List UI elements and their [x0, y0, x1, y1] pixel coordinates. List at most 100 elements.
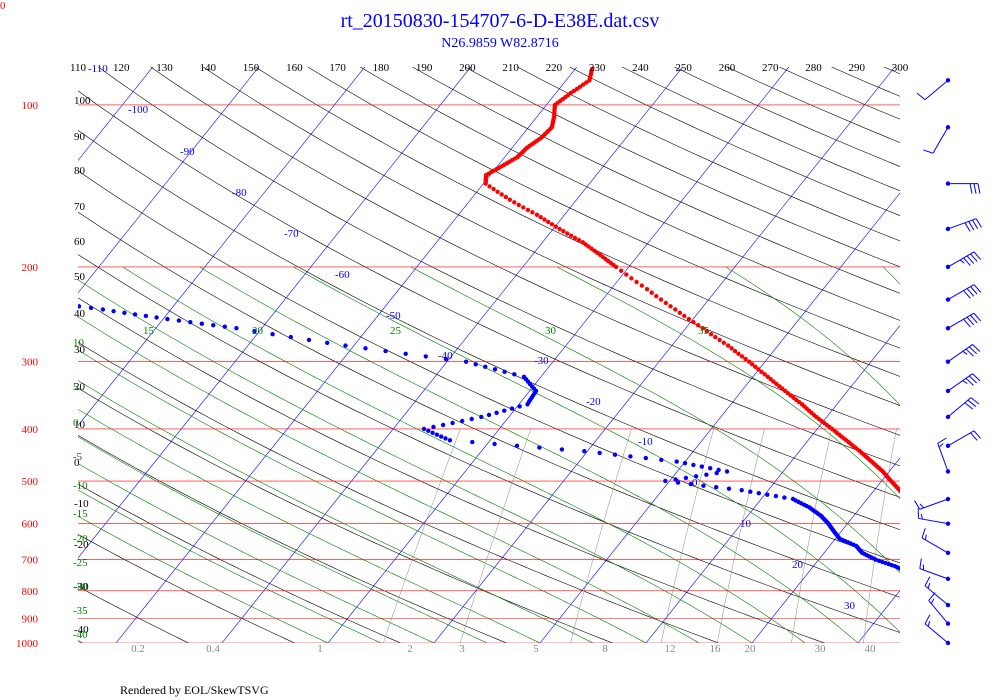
moist-adiabat-line — [199, 266, 859, 643]
wind-barb — [945, 344, 981, 364]
dewpoint-point — [989, 624, 993, 628]
top-tick-label: 200 — [459, 62, 476, 74]
temperature-point — [756, 367, 761, 372]
temperature-point — [980, 591, 984, 595]
dewpoint-point — [903, 568, 907, 572]
temperature-point — [546, 219, 551, 225]
moist-adiabat-left-label: 10 — [73, 337, 85, 349]
temperature-point — [943, 535, 947, 539]
wind-barb-feather — [970, 253, 978, 262]
isotherm-label: -70 — [284, 228, 299, 240]
dewpoint-point — [982, 600, 986, 604]
dewpoint-point — [726, 486, 732, 491]
temperature-point — [644, 287, 650, 292]
temperature-point — [961, 554, 965, 558]
temperature-point — [980, 590, 984, 594]
wind-barb-feather — [972, 219, 979, 230]
dewpoint-point — [714, 470, 719, 476]
temperature-point — [968, 576, 972, 580]
top-tick-label: 210 — [502, 62, 519, 74]
temperature-point — [966, 564, 970, 568]
dewpoint-point — [469, 416, 474, 422]
temperature-point — [521, 205, 526, 210]
dewpoint-point — [431, 424, 436, 430]
moist-adiabat-label: 20 — [252, 325, 264, 337]
isotherm-label: 20 — [792, 559, 804, 571]
wind-barb — [916, 78, 951, 101]
temperature-point — [765, 374, 770, 379]
temperature-point — [949, 543, 953, 547]
temperature-point — [965, 562, 969, 566]
dewpoint-point — [947, 584, 951, 588]
top-tick-label: 230 — [589, 62, 606, 74]
wind-barb-feather — [924, 576, 931, 586]
dewpoint-point — [165, 316, 170, 322]
temperature-point — [557, 226, 562, 232]
dewpoint-point — [905, 569, 909, 573]
dewpoint-point — [952, 613, 956, 617]
temperature-point — [736, 351, 741, 356]
wind-barb-staff — [918, 517, 949, 525]
mixing-ratio-label: 0.2 — [131, 643, 145, 655]
dewpoint-point — [492, 441, 497, 447]
moist-adiabat-label: 30 — [545, 325, 557, 337]
dewpoint-point — [980, 598, 984, 602]
dry-adiabat-line — [516, 67, 900, 242]
top-tick-label: 240 — [632, 62, 649, 74]
temperature-point — [975, 582, 979, 586]
wind-barb-feather — [965, 348, 974, 357]
dewpoint-point — [288, 334, 293, 340]
dry-adiabat-line — [78, 483, 401, 643]
dewpoint-point — [919, 575, 923, 579]
isotherm-line — [78, 67, 154, 161]
temperature-point — [969, 577, 973, 581]
temperature-point — [561, 229, 566, 234]
wind-barb-feather — [962, 350, 968, 355]
isotherm-label: 30 — [844, 600, 856, 612]
temperature-point — [968, 574, 972, 578]
dewpoint-point — [473, 362, 478, 367]
temperature-point — [965, 560, 969, 564]
temperature-point — [967, 569, 971, 573]
dewpoint-point — [959, 589, 963, 593]
temperature-point — [966, 563, 970, 567]
dewpoint-point — [514, 443, 520, 448]
temperature-point — [704, 329, 710, 334]
dry-adiabat-line — [97, 67, 900, 467]
temperature-point — [978, 585, 982, 589]
temperature-point — [987, 600, 991, 604]
dewpoint-point — [463, 359, 469, 364]
dewpoint-point — [978, 603, 982, 607]
dewpoint-point — [994, 625, 998, 629]
dewpoint-point — [100, 307, 106, 312]
wind-barb-feather — [963, 318, 971, 328]
temperature-point — [713, 334, 718, 340]
dry-adiabat-line — [412, 67, 900, 294]
wind-barb-feather — [967, 399, 977, 407]
isotherm-label: -110 — [88, 63, 108, 75]
dewpoint-point — [682, 461, 688, 466]
dewpoint-point — [582, 449, 587, 454]
dewpoint-point — [975, 621, 979, 625]
temperature-point — [624, 272, 629, 277]
chart-title: rt_20150830-154707-6-D-E38E.dat.csv — [340, 10, 660, 32]
temperature-point — [686, 316, 692, 322]
wind-barb-staff — [947, 344, 973, 363]
dewpoint-point — [423, 354, 428, 359]
top-tick-label: 280 — [805, 62, 822, 74]
pressure-label: 600 — [22, 519, 39, 531]
dewpoint-point — [306, 337, 312, 343]
wind-barb — [917, 508, 951, 526]
left-label: -20 — [74, 539, 89, 551]
wind-barb-feather — [963, 257, 971, 266]
left-label: 50 — [74, 271, 86, 283]
dewpoint-point — [363, 346, 368, 351]
moist-adiabat-label: 25 — [390, 325, 402, 337]
isotherm-label: -90 — [180, 146, 195, 158]
dewpoint-point — [199, 321, 204, 326]
temperature-point — [978, 586, 982, 590]
wind-barb-feather — [923, 149, 934, 154]
temperature-point — [942, 534, 946, 538]
dry-adiabat-line — [78, 254, 900, 633]
temperature-point — [980, 588, 984, 592]
